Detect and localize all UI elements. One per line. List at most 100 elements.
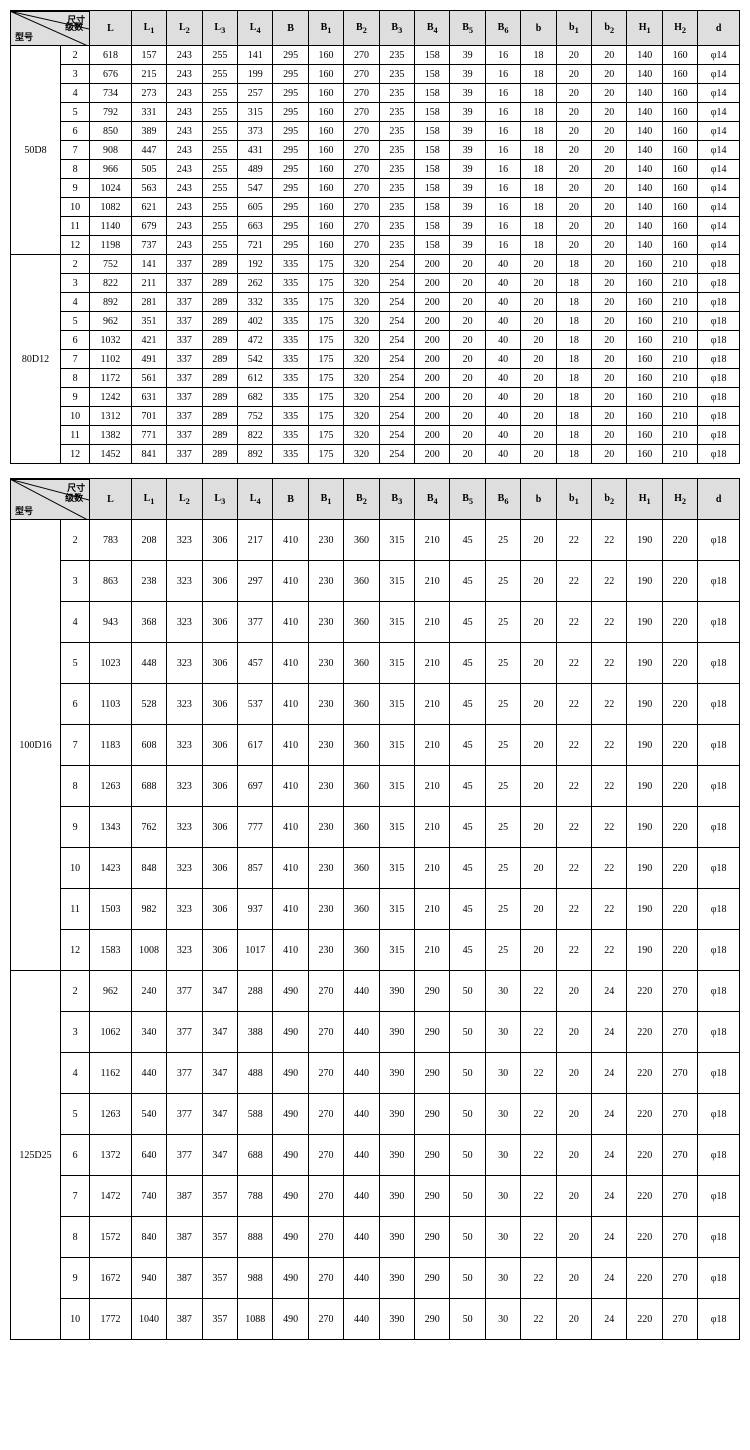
data-cell: 8 (60, 160, 89, 179)
data-cell: 676 (90, 65, 132, 84)
data-cell: 50 (450, 1217, 485, 1258)
data-cell: 254 (379, 369, 414, 388)
data-cell: 270 (662, 1094, 697, 1135)
data-cell: 24 (592, 971, 627, 1012)
data-cell: 390 (379, 971, 414, 1012)
col-header: B4 (415, 11, 450, 46)
data-cell: 289 (202, 445, 237, 464)
data-cell: 377 (238, 602, 273, 643)
data-cell: 3 (60, 1012, 89, 1053)
data-cell: 966 (90, 160, 132, 179)
data-cell: 25 (485, 602, 520, 643)
data-cell: 16 (485, 84, 520, 103)
data-cell: 220 (627, 1053, 662, 1094)
data-cell: 215 (131, 65, 166, 84)
data-cell: 472 (238, 331, 273, 350)
data-cell: 22 (521, 1258, 556, 1299)
data-cell: 306 (202, 684, 237, 725)
data-cell: 18 (556, 426, 591, 445)
data-cell: 211 (131, 274, 166, 293)
col-header: B4 (415, 479, 450, 520)
data-cell: 157 (131, 46, 166, 65)
col-header: B6 (485, 11, 520, 46)
data-cell: 45 (450, 684, 485, 725)
data-cell: 270 (308, 1012, 343, 1053)
data-cell: 24 (592, 1094, 627, 1135)
table-row: 5102344832330645741023036031521045252022… (11, 643, 740, 684)
data-cell: 12 (60, 445, 89, 464)
data-cell: 270 (308, 1094, 343, 1135)
col-header: b2 (592, 11, 627, 46)
data-cell: 140 (627, 141, 662, 160)
data-cell: 20 (592, 46, 627, 65)
data-cell: 190 (627, 643, 662, 684)
data-cell: 16 (485, 236, 520, 255)
data-cell: 255 (202, 141, 237, 160)
table-row: 1113827713372898223351753202542002040201… (11, 426, 740, 445)
data-cell: 255 (202, 217, 237, 236)
data-cell: 243 (167, 198, 202, 217)
data-cell: 8 (60, 369, 89, 388)
data-cell: 220 (662, 889, 697, 930)
data-cell: 682 (238, 388, 273, 407)
data-cell: 200 (415, 331, 450, 350)
table-row: 50D8261815724325514129516027023515839161… (11, 46, 740, 65)
data-cell: 220 (662, 643, 697, 684)
col-header: L4 (238, 479, 273, 520)
data-cell: 22 (592, 561, 627, 602)
data-cell: φ18 (698, 1012, 740, 1053)
data-cell: φ14 (698, 103, 740, 122)
data-cell: 857 (238, 848, 273, 889)
data-cell: 315 (379, 561, 414, 602)
data-cell: 210 (662, 407, 697, 426)
data-cell: 290 (415, 1258, 450, 1299)
data-cell: 387 (167, 1299, 202, 1340)
data-cell: 3 (60, 65, 89, 84)
data-cell: 270 (308, 1053, 343, 1094)
data-cell: 158 (415, 217, 450, 236)
data-cell: 262 (238, 274, 273, 293)
data-cell: 306 (202, 848, 237, 889)
data-cell: 20 (450, 312, 485, 331)
data-cell: 295 (273, 122, 308, 141)
data-cell: 440 (344, 971, 379, 1012)
data-cell: 290 (415, 1053, 450, 1094)
data-cell: 270 (344, 84, 379, 103)
data-cell: 30 (485, 1012, 520, 1053)
table-row: 8117256133728961233517532025420020402018… (11, 369, 740, 388)
data-cell: 777 (238, 807, 273, 848)
data-cell: 440 (131, 1053, 166, 1094)
data-cell: 270 (344, 122, 379, 141)
data-cell: 20 (521, 848, 556, 889)
data-cell: φ18 (698, 274, 740, 293)
data-cell: 210 (415, 807, 450, 848)
data-cell: 22 (521, 1012, 556, 1053)
data-cell: 488 (238, 1053, 273, 1094)
col-header: B5 (450, 11, 485, 46)
data-cell: 888 (238, 1217, 273, 1258)
data-cell: 440 (344, 1176, 379, 1217)
data-cell: 16 (485, 122, 520, 141)
data-cell: 290 (415, 971, 450, 1012)
data-cell: 45 (450, 643, 485, 684)
data-cell: 160 (308, 198, 343, 217)
data-cell: 200 (415, 274, 450, 293)
data-cell: 270 (662, 1299, 697, 1340)
model-cell: 125D25 (11, 971, 61, 1340)
data-cell: 20 (521, 274, 556, 293)
col-header: H1 (627, 479, 662, 520)
data-cell: 24 (592, 1176, 627, 1217)
data-cell: 22 (592, 766, 627, 807)
data-cell: 335 (273, 312, 308, 331)
data-cell: 621 (131, 198, 166, 217)
data-cell: 270 (344, 179, 379, 198)
data-cell: 160 (308, 122, 343, 141)
data-cell: 5 (60, 103, 89, 122)
data-cell: 323 (167, 684, 202, 725)
data-cell: 160 (627, 331, 662, 350)
data-cell: 220 (662, 848, 697, 889)
data-cell: 335 (273, 407, 308, 426)
data-cell: 8 (60, 1217, 89, 1258)
col-header: H1 (627, 11, 662, 46)
data-cell: 22 (556, 807, 591, 848)
